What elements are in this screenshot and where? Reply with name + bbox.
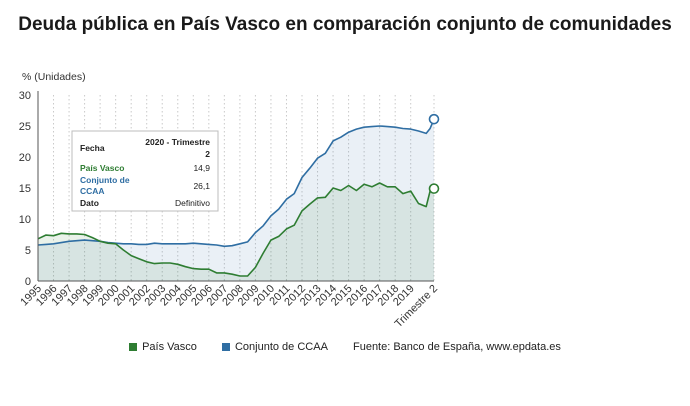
tooltip-row-label-ccaa-line1: Conjunto de [80,175,130,185]
legend-item-pais-vasco[interactable]: País Vasco [129,341,197,353]
series-area-conjunto-ccaa [38,119,434,281]
legend-swatch-pais-vasco [129,343,138,352]
tooltip: 2020 - Trimestre Fecha 2 País Vasco 14,9 Conj… [71,130,219,212]
tooltip-row-label-pais-vasco: País Vasco [80,163,124,173]
tooltip-row-value-pais-vasco: 14,9 [193,163,210,173]
legend-label-conjunto-ccaa: Conjunto de CCAA [234,341,328,354]
tooltip-row-value-dato: Definitivo [175,198,210,208]
series-areas [38,119,434,281]
tooltip-date-label: Fecha [80,143,105,153]
y-tick-label-15: 15 [19,183,31,195]
chart-title: Deuda pública en País Vasco en comparaci… [18,14,672,35]
tooltip-row-value-ccaa: 26,1 [193,181,210,191]
tooltip-date-value-line2: 2 [205,149,210,159]
legend-label-pais-vasco: País Vasco [142,341,197,354]
series-area-pais-vasco [38,183,434,281]
series-markers [428,113,440,194]
y-tick-label-5: 5 [25,245,31,257]
tooltip-box [71,130,219,212]
y-tick-label-30: 30 [19,90,31,102]
y-tick-label-20: 20 [19,152,31,164]
y-tick-label-10: 10 [19,214,31,226]
series-line-pais-vasco [37,182,435,277]
tooltip-date-value-line1: 2020 - Trimestre [145,137,210,147]
y-tick-label-25: 25 [19,121,31,133]
tooltip-row-label-dato: Dato [80,198,99,208]
series-lines [37,118,435,277]
series-end-marker-conjunto-ccaa [428,113,440,125]
y-axis-label: % (Unidades) [22,71,86,83]
source-note: Fuente: Banco de España, www.epdata.es [352,341,561,354]
legend-item-conjunto-ccaa[interactable]: Conjunto de CCAA [221,341,328,354]
y-tick-label-0: 0 [25,276,31,288]
series-end-marker-pais-vasco [428,183,440,194]
legend: País Vasco Conjunto de CCAA Fuente: Banc… [0,341,690,353]
tooltip-row-label-ccaa-line2: CCAA [80,186,105,196]
legend-swatch-conjunto-ccaa [221,343,230,352]
